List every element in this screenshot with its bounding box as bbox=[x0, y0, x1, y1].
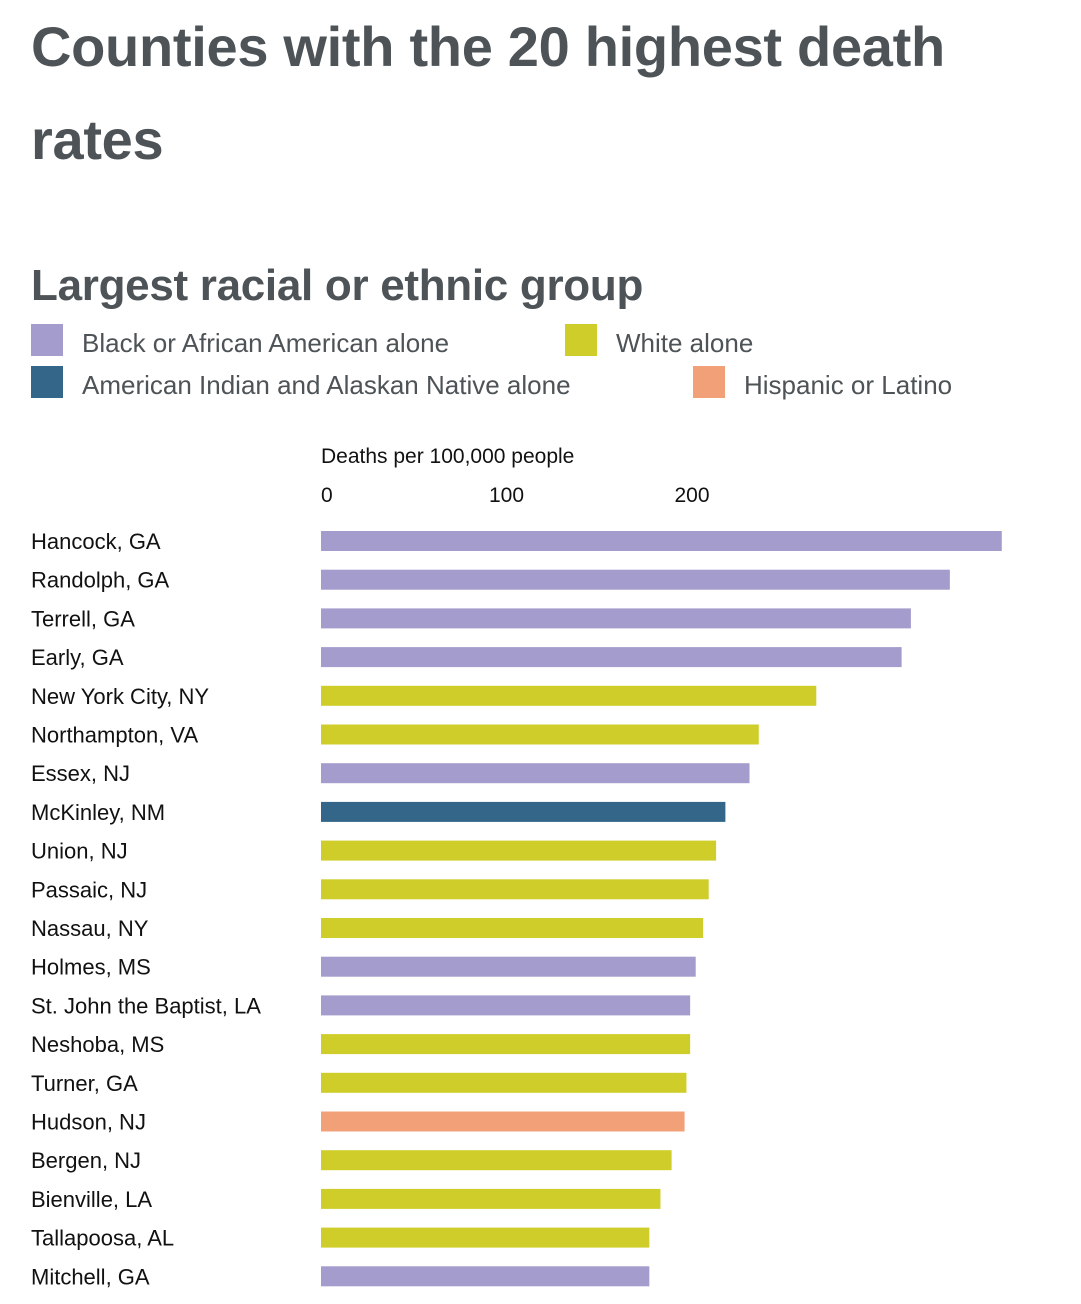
bar bbox=[321, 569, 950, 590]
bar bbox=[321, 685, 817, 706]
category-label: Bienville, LA bbox=[31, 1187, 152, 1212]
category-label: Bergen, NJ bbox=[31, 1148, 141, 1173]
legend-item-white: White alone bbox=[565, 324, 754, 359]
x-tick-label: 100 bbox=[489, 484, 524, 507]
legend-label-white: White alone bbox=[616, 328, 754, 358]
category-label: McKinley, NM bbox=[31, 800, 165, 825]
category-label: Hancock, GA bbox=[31, 529, 161, 554]
category-label: Passaic, NJ bbox=[31, 877, 147, 902]
category-label: Northampton, VA bbox=[31, 723, 198, 748]
category-label: Mitchell, GA bbox=[31, 1264, 150, 1289]
x-axis-ticks: 0 100 200 bbox=[321, 484, 710, 507]
category-label: Early, GA bbox=[31, 645, 124, 670]
legend-item-aian: American Indian and Alaskan Native alone bbox=[31, 366, 571, 401]
category-label: Union, NJ bbox=[31, 839, 128, 864]
category-label: New York City, NY bbox=[31, 684, 209, 709]
bar bbox=[321, 1188, 661, 1209]
bar bbox=[321, 879, 709, 900]
legend-title: Largest racial or ethnic group bbox=[31, 261, 644, 310]
bar bbox=[321, 1072, 687, 1093]
legend-label-aian: American Indian and Alaskan Native alone bbox=[82, 370, 571, 400]
category-labels: Hancock, GA Randolph, GA Terrell, GA Early,… bbox=[31, 529, 261, 1289]
bar-chart: Deaths per 100,000 people 0 100 200 Hancoc… bbox=[31, 445, 1002, 1289]
category-label: Tallapoosa, AL bbox=[31, 1226, 174, 1251]
legend-label-hispanic: Hispanic or Latino bbox=[744, 370, 953, 400]
legend-swatch-hispanic bbox=[693, 366, 725, 398]
bar bbox=[321, 840, 717, 861]
category-label: Holmes, MS bbox=[31, 955, 151, 980]
bar bbox=[321, 1111, 685, 1132]
bar bbox=[321, 918, 704, 938]
legend-item-hispanic: Hispanic or Latino bbox=[693, 366, 953, 401]
x-axis-title: Deaths per 100,000 people bbox=[321, 445, 574, 468]
bar bbox=[321, 801, 726, 822]
category-label: Turner, GA bbox=[31, 1071, 138, 1096]
x-tick-label: 0 bbox=[321, 484, 333, 507]
category-label: Randolph, GA bbox=[31, 568, 170, 593]
bar bbox=[321, 531, 1002, 551]
bar bbox=[321, 1034, 691, 1055]
category-label: Terrell, GA bbox=[31, 606, 135, 631]
category-label: Essex, NJ bbox=[31, 761, 130, 786]
category-label: Neshoba, MS bbox=[31, 1032, 164, 1057]
bar bbox=[321, 1266, 650, 1287]
bar bbox=[321, 724, 759, 745]
bar bbox=[321, 1227, 650, 1248]
bar bbox=[321, 995, 691, 1016]
bars bbox=[321, 531, 1002, 1287]
legend-label-black: Black or African American alone bbox=[82, 328, 450, 358]
x-tick-label: 200 bbox=[674, 484, 709, 507]
bar bbox=[321, 608, 911, 629]
category-label: St. John the Baptist, LA bbox=[31, 993, 261, 1018]
bar bbox=[321, 956, 696, 977]
chart-title: Counties with the 20 highest death rates bbox=[31, 15, 945, 171]
category-label: Hudson, NJ bbox=[31, 1110, 146, 1135]
legend-swatch-black bbox=[31, 324, 63, 356]
bar bbox=[321, 647, 902, 668]
bar bbox=[321, 1150, 672, 1171]
category-label: Nassau, NY bbox=[31, 916, 149, 941]
legend-item-black: Black or African American alone bbox=[31, 324, 450, 359]
legend-swatch-white bbox=[565, 324, 597, 356]
bar bbox=[321, 763, 750, 784]
legend-swatch-aian bbox=[31, 366, 63, 398]
